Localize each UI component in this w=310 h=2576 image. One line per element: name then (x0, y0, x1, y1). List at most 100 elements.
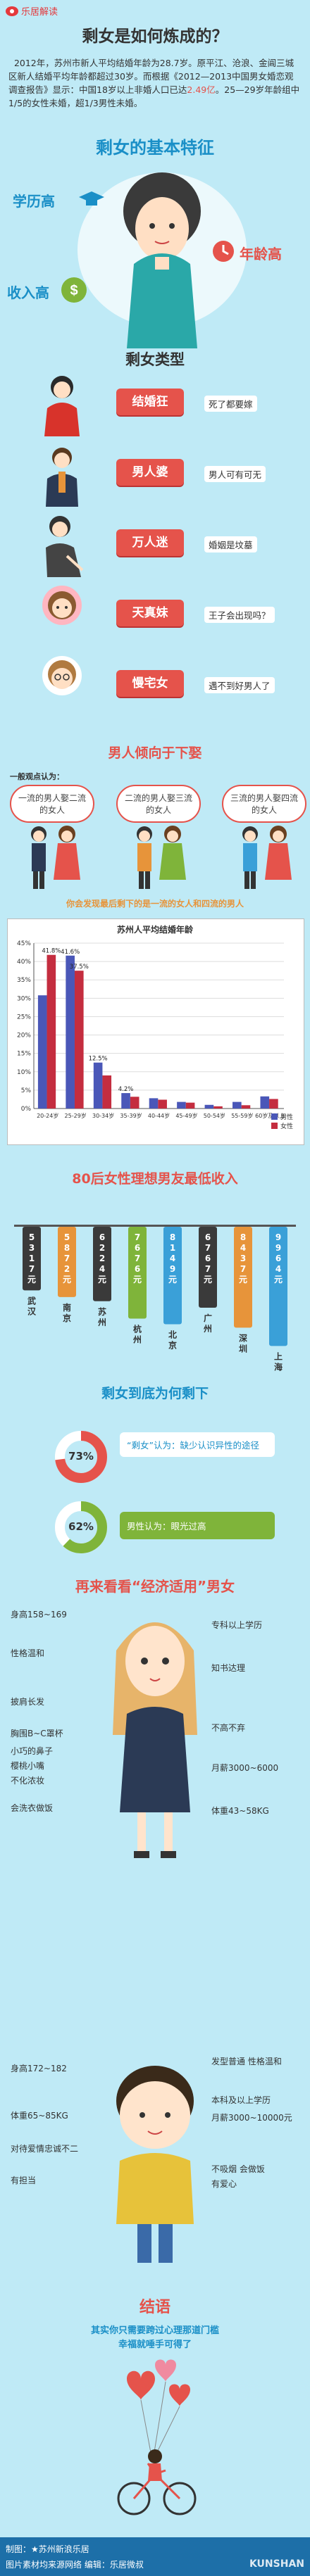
income-city-label: 杭 (133, 1323, 142, 1334)
men-subtitle: 一般观点认为： (10, 772, 64, 781)
who-left-reason-2: 男性认为：眼光过高 (120, 1512, 275, 1539)
income-bar (234, 1227, 252, 1328)
age-bar (260, 1096, 270, 1109)
donut-73 (55, 1431, 107, 1483)
income-bar-label: 7 (135, 1254, 140, 1263)
income-bar-label: 6 (135, 1243, 140, 1253)
income-bar-label: 1 (29, 1254, 35, 1263)
income-bar-label: 5 (64, 1232, 70, 1242)
woman-trait-l7: 不化浓妆 (11, 1776, 45, 1786)
weibo-eye-icon (6, 6, 18, 16)
income-bar-label: 9 (170, 1264, 175, 1274)
income-bar (269, 1227, 287, 1346)
type-avatar-1 (39, 373, 85, 436)
income-bar-label: 元 (239, 1275, 247, 1284)
age-ytick: 0% (21, 1106, 32, 1113)
woman-left-traits: 身高158~169 性格温和 披肩长发 胸围B~C罩杯 小巧的鼻子 樱桃小嘴 不… (11, 1608, 67, 1814)
income-bar-label: 8 (240, 1232, 246, 1242)
type-desc-3: 婚姻是坟墓 (204, 536, 257, 553)
income-bar-label: 6 (205, 1254, 211, 1263)
type-tag-3[interactable]: 万人迷 (116, 529, 184, 556)
type-avatar-3 (39, 514, 85, 577)
income-city-label: 圳 (239, 1343, 247, 1353)
type-tag-5[interactable]: 慢宅女 (116, 670, 184, 697)
income-bar-label: 4 (170, 1254, 175, 1263)
income-bar-label: 3 (29, 1243, 35, 1253)
men-conclusion: 你会发现最后剩下的是一流的女人和四流的男人 (66, 899, 244, 909)
ideal-woman-illustration (113, 1622, 197, 1858)
brand-logo[interactable]: 乐居解读 (6, 4, 58, 18)
age-bar (121, 1093, 130, 1109)
man-trait-r5: 有爱心 (211, 2179, 237, 2189)
income-city-label: 海 (274, 1361, 283, 1372)
age-xtick: 30-34岁 (92, 1112, 114, 1119)
type-desc-1: 死了都要嫁 (204, 396, 257, 412)
income-city-label: 京 (168, 1340, 177, 1351)
income-bar-label: 1 (170, 1243, 175, 1253)
age-bar (46, 954, 56, 1109)
man-trait-l2: 体重65~85KG (11, 2111, 68, 2121)
donut-73-label: 73% (68, 1450, 94, 1463)
age-bar (269, 1099, 278, 1109)
intro-text-1: 2012年，苏州市新人平均结婚年龄为28.7岁。原平江、沧浪、金阊三城区新人结婚… (8, 58, 294, 95)
age-bar (149, 1098, 159, 1109)
income-bar (23, 1227, 41, 1291)
income-bar-label: 6 (135, 1264, 140, 1274)
man-trait-r3: 月薪3000~10000元 (211, 2113, 292, 2123)
age-xtick: 20-24岁 (37, 1112, 58, 1119)
income-city-label: 苏 (98, 1306, 106, 1317)
income-bar-label: 6 (205, 1232, 211, 1242)
donut-62 (55, 1501, 107, 1553)
age-bar (130, 1097, 140, 1109)
income-city-label: 州 (203, 1324, 212, 1334)
income-title: 80后女性理想男友最低收入 (72, 1171, 238, 1187)
income-city-label: 武 (27, 1295, 36, 1306)
woman-trait-r1: 专科以上学历 (211, 1620, 263, 1630)
income-bar (93, 1227, 111, 1301)
feature-income: 收入高 (7, 284, 49, 301)
page-title: 剩女是如何炼成的？ (82, 27, 228, 46)
ideal-title: 再来看看“经济适用”男女 (75, 1578, 235, 1595)
type-tag-4[interactable]: 天真妹 (116, 600, 184, 626)
income-bar-label: 4 (99, 1264, 105, 1274)
footer: 制图：★苏州新浪乐居 图片素材均来源网络 编辑：乐居微叔 KUNSHAN (0, 2537, 310, 2576)
age-bar-label: 41.6% (61, 949, 80, 956)
income-bar-label: 元 (168, 1275, 177, 1284)
money-icon: $ (61, 277, 87, 303)
features-title: 剩女的基本特征 (96, 138, 214, 158)
income-bar (163, 1227, 182, 1325)
income-bar-label: 7 (205, 1243, 211, 1253)
men-bubble-2: 二流的男人娶三流的女人 (116, 785, 201, 823)
man-trait-r2: 本科及以上学历 (211, 2095, 271, 2105)
income-city-label: 深 (239, 1332, 247, 1343)
woman-trait-l8: 会洗衣做饭 (11, 1803, 54, 1813)
man-trait-l3: 对待爱情忠诚不二 (11, 2144, 79, 2154)
age-bar-label: 37.5% (70, 964, 89, 971)
age-chart: 0% 5% 10% 15% 20% 25% 30% 35% 40% 45% 41.8% 20-24岁 4… (17, 940, 293, 1130)
who-left-title: 剩女到底为何剩下 (101, 1386, 209, 1401)
type-tag-1[interactable]: 结婚狂 (116, 389, 184, 415)
man-trait-l1: 身高172~182 (11, 2064, 67, 2073)
feature-age: 年龄高 (240, 246, 282, 263)
age-bar (177, 1101, 186, 1109)
woman-trait-l4: 胸围B~C罩杯 (11, 1729, 63, 1738)
age-ytick: 45% (17, 940, 31, 947)
man-left-traits: 身高172~182 体重65~85KG 对待爱情忠诚不二 有担当 (11, 2062, 88, 2186)
income-bar-label: 9 (275, 1243, 281, 1253)
age-bar-label: 12.5% (89, 1056, 108, 1063)
income-city-label: 上 (274, 1351, 283, 1361)
age-ytick: 10% (17, 1069, 31, 1076)
woman-trait-l5: 小巧的鼻子 (11, 1746, 54, 1756)
types-list: 结婚狂 死了都要嫁 男人婆 男人可有可无 万人迷 婚姻是坟墓 天真妹 王子会出现… (0, 373, 310, 739)
ending-line-1: 其实你只需要跨过心理那道门槛 (90, 2325, 219, 2336)
income-bar-label: 元 (133, 1275, 142, 1284)
income-city-label: 北 (168, 1330, 177, 1340)
income-bar-label: 3 (240, 1254, 246, 1263)
age-bar (74, 971, 84, 1109)
type-tag-2[interactable]: 男人婆 (116, 459, 184, 486)
age-bar (213, 1106, 223, 1109)
income-bar-label: 元 (27, 1275, 36, 1284)
men-bubble-3: 三流的男人娶四流的女人 (222, 785, 306, 823)
man-trait-l4: 有担当 (11, 2176, 37, 2185)
